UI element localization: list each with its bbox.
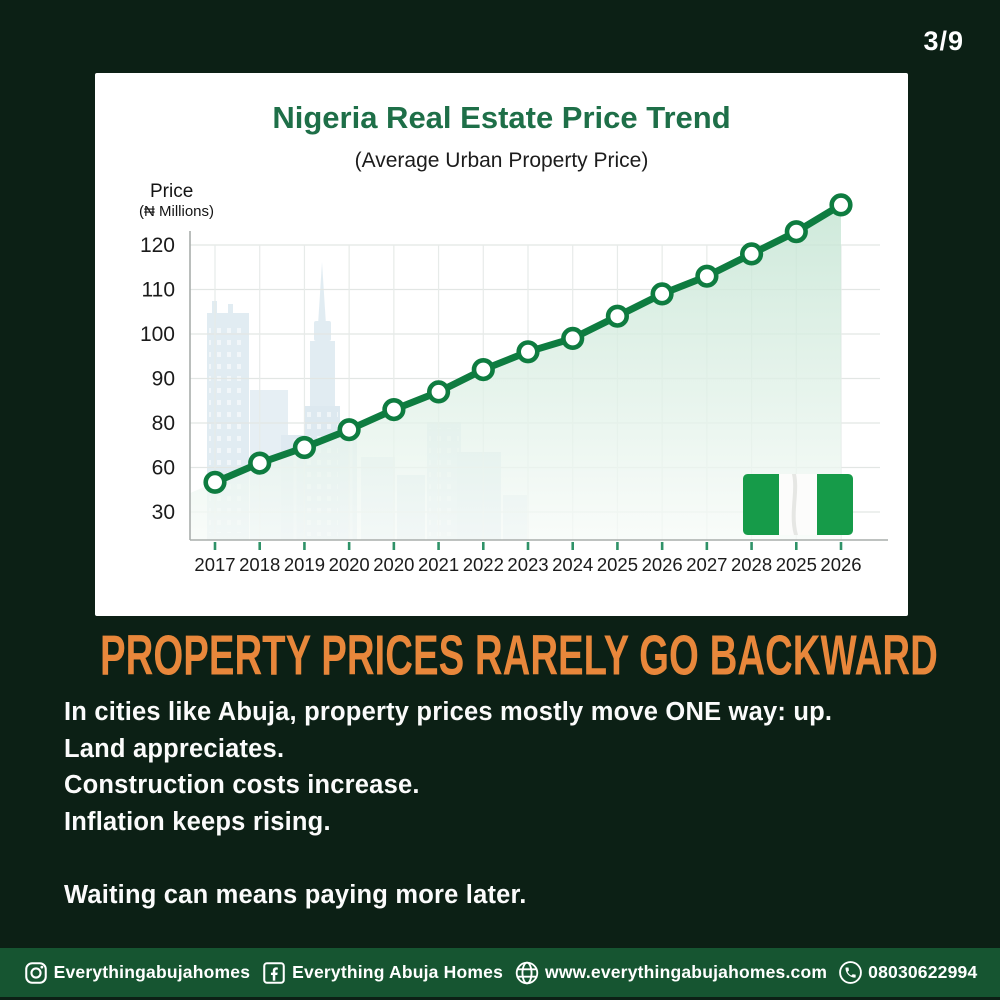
svg-text:2025: 2025 <box>597 554 638 575</box>
facebook-page-name: Everything Abuja Homes <box>292 962 504 982</box>
chart-subtitle: (Average Urban Property Price) <box>354 149 649 172</box>
svg-text:2026: 2026 <box>642 554 683 575</box>
svg-text:90: 90 <box>152 368 175 391</box>
footer-bar: Everythingabujahomes Everything Abuja Ho… <box>0 948 1000 997</box>
svg-text:110: 110 <box>142 279 175 302</box>
svg-text:2026: 2026 <box>820 554 861 575</box>
svg-text:2024: 2024 <box>552 554 593 575</box>
svg-text:2020: 2020 <box>373 554 414 575</box>
nigeria-flag-image <box>743 474 853 535</box>
svg-text:2019: 2019 <box>284 554 325 575</box>
svg-text:2020: 2020 <box>329 554 370 575</box>
phone-number: 08030622994 <box>868 962 978 982</box>
svg-text:2021: 2021 <box>418 554 459 575</box>
chart-title: Nigeria Real Estate Price Trend <box>272 100 731 135</box>
website-url: www.everythingabujahomes.com <box>545 962 828 982</box>
svg-text:60: 60 <box>152 457 175 480</box>
body-text: In cities like Abuja, property prices mo… <box>64 698 833 909</box>
footer-item-facebook: Everything Abuja Homes <box>261 960 503 986</box>
svg-text:2028: 2028 <box>731 554 772 575</box>
y-axis-title-line1: Price <box>150 181 194 202</box>
phone-icon <box>839 961 862 984</box>
footer-item-instagram: Everythingabujahomes <box>23 960 251 986</box>
x-axis-tick-labels: 2017 2018 2019 2020 2020 2021 2022 2023 2024 2025… <box>194 554 861 575</box>
svg-text:2023: 2023 <box>507 554 548 575</box>
globe-icon <box>515 961 539 984</box>
svg-text:80: 80 <box>152 412 175 435</box>
y-axis-title: Price (₦ Millions) <box>139 181 214 220</box>
svg-text:2017: 2017 <box>194 554 235 575</box>
facebook-icon <box>263 961 285 984</box>
svg-text:30: 30 <box>152 501 175 524</box>
instagram-icon <box>24 961 47 984</box>
slide-indicator: 3/9 <box>923 26 964 56</box>
footer-item-phone: 08030622994 <box>838 960 977 985</box>
headline: PROPERTY PRICES RARELY GO BACKWARD <box>100 625 938 688</box>
svg-text:2022: 2022 <box>463 554 504 575</box>
footer-item-website: www.everythingabujahomes.com <box>514 960 827 986</box>
instagram-handle: Everythingabujahomes <box>53 962 251 982</box>
chart-card: 30 60 80 90 100 110 120 2017 2018 2019 2020 2020 20… <box>95 73 908 616</box>
chart-axes <box>189 231 888 550</box>
data-point-markers <box>203 193 853 494</box>
svg-text:100: 100 <box>140 323 175 346</box>
svg-text:2025: 2025 <box>776 554 817 575</box>
y-axis-title-line2: (₦ Millions) <box>139 202 214 220</box>
svg-text:2018: 2018 <box>239 554 280 575</box>
svg-text:2027: 2027 <box>686 554 727 575</box>
y-axis-tick-labels: 30 60 80 90 100 110 120 <box>140 234 175 524</box>
svg-text:120: 120 <box>140 234 175 257</box>
